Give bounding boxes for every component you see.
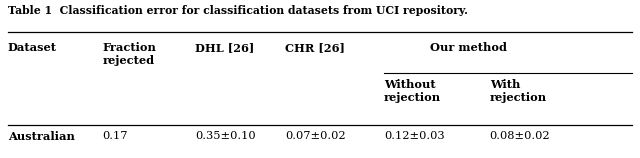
Text: Without
rejection: Without rejection [384, 79, 441, 103]
Text: With
rejection: With rejection [490, 79, 547, 103]
Text: 0.17: 0.17 [102, 131, 128, 141]
Text: Fraction
rejected: Fraction rejected [102, 42, 156, 66]
Text: Dataset: Dataset [8, 42, 57, 53]
Text: Our method: Our method [430, 42, 508, 53]
Text: 0.12±0.03: 0.12±0.03 [384, 131, 445, 141]
Text: Table 1  Classification error for classification datasets from UCI repository.: Table 1 Classification error for classif… [8, 5, 468, 16]
Text: DHL [26]: DHL [26] [195, 42, 255, 53]
Text: Australian: Australian [8, 131, 74, 142]
Text: 0.07±0.02: 0.07±0.02 [285, 131, 346, 141]
Text: 0.08±0.02: 0.08±0.02 [490, 131, 550, 141]
Text: CHR [26]: CHR [26] [285, 42, 345, 53]
Text: 0.35±0.10: 0.35±0.10 [195, 131, 256, 141]
